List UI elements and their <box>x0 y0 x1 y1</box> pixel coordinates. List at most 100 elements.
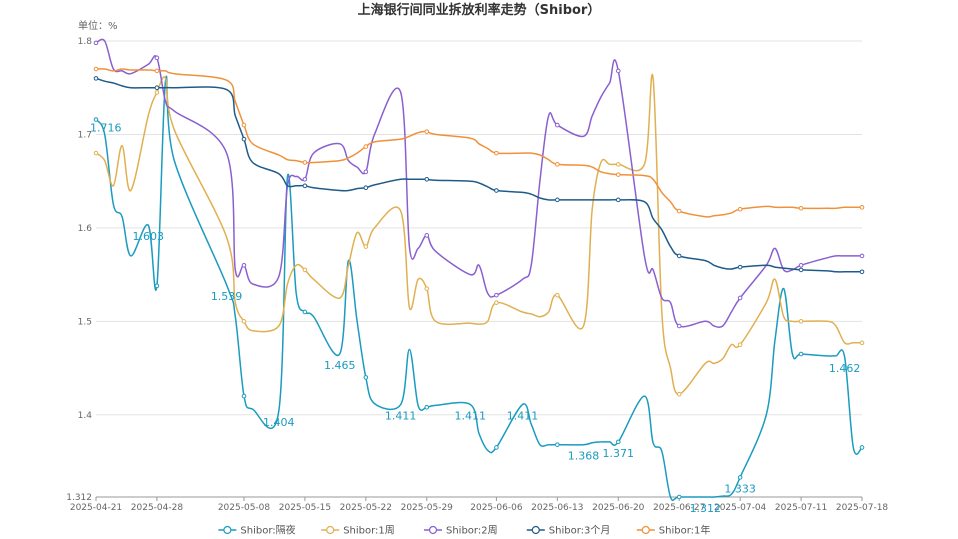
data-point <box>154 68 160 74</box>
data-label: 1.404 <box>263 416 295 429</box>
unit-label: 单位：% <box>78 19 118 32</box>
data-point <box>241 122 247 128</box>
data-point <box>363 244 369 249</box>
data-point <box>555 292 560 298</box>
x-tick-label: 2025-06-27 <box>653 503 705 513</box>
data-point <box>737 206 743 212</box>
data-point <box>798 262 804 268</box>
data-point <box>424 176 430 182</box>
y-tick-label: 1.4 <box>78 411 93 421</box>
data-label: 1.539 <box>211 290 243 303</box>
data-labels: 1.716 1.603 1.539 1.404 1.465 1.411 1.411 1.411… <box>90 121 860 515</box>
legend-swatch-marker <box>428 525 438 535</box>
data-point <box>737 264 743 270</box>
x-tick-label: 2025-07-04 <box>714 503 767 513</box>
data-point <box>302 183 308 189</box>
data-point <box>241 262 247 268</box>
legend-item-2[interactable]: Shibor:2周 <box>424 525 498 537</box>
data-point <box>615 68 621 74</box>
data-point <box>555 162 560 167</box>
data-point <box>859 445 865 450</box>
data-point <box>154 85 160 91</box>
series-line-0 <box>95 75 863 502</box>
legend-label: Shibor:1周 <box>343 525 395 537</box>
data-point <box>424 233 430 238</box>
data-label: 1.411 <box>385 409 417 422</box>
legend-label: Shibor:1年 <box>659 524 711 537</box>
legend-swatch-marker <box>531 525 540 535</box>
data-label: 1.462 <box>829 362 861 375</box>
data-point <box>363 185 369 191</box>
data-point <box>154 55 160 61</box>
data-point <box>302 309 308 315</box>
data-point <box>494 188 499 193</box>
data-point <box>494 445 499 450</box>
data-point <box>241 136 247 142</box>
data-point <box>154 283 160 289</box>
data-point <box>737 342 743 347</box>
data-point <box>555 197 560 203</box>
data-point <box>555 122 560 128</box>
y-tick-label: 1.6 <box>78 224 93 234</box>
data-point <box>859 340 865 346</box>
data-point <box>494 300 499 305</box>
data-point <box>494 150 499 156</box>
data-point <box>241 393 247 399</box>
data-point <box>494 292 499 298</box>
data-label: 1.603 <box>132 230 164 243</box>
legend-item-1[interactable]: Shibor:1周 <box>321 525 395 537</box>
x-tick-label: 2025-07-11 <box>775 503 827 513</box>
grid-lines <box>96 40 862 498</box>
legend-swatch-marker <box>223 525 232 535</box>
legend-item-0[interactable]: Shibor:隔夜 <box>218 524 296 537</box>
data-point <box>615 172 621 177</box>
data-point <box>859 205 865 210</box>
y-tick-label: 1.8 <box>78 37 93 47</box>
data-point <box>859 269 865 275</box>
x-tick-label: 2025-06-20 <box>592 503 645 513</box>
chart-title: 上海银行间同业拆放利率走势（Shibor） <box>358 2 601 18</box>
x-tick-label: 2025-04-28 <box>131 503 184 513</box>
data-point <box>798 205 804 211</box>
data-label: 1.411 <box>507 409 539 422</box>
data-point <box>615 439 621 445</box>
data-point <box>241 319 247 324</box>
data-point <box>798 319 804 324</box>
data-point <box>363 144 369 149</box>
data-point <box>859 253 865 259</box>
legend-item-3[interactable]: Shibor:3个月 <box>526 525 611 537</box>
x-tick-label: 2025-05-29 <box>401 503 454 513</box>
data-point <box>154 90 160 95</box>
x-tick-label: 2025-05-22 <box>340 503 392 513</box>
legend: Shibor:隔夜 Shibor:1周 Shibor:2周 Shibor:3个月 Shi… <box>218 524 710 537</box>
data-point <box>363 375 369 380</box>
y-tick-label: 1.5 <box>78 317 92 327</box>
data-point <box>615 197 621 203</box>
data-point <box>424 404 430 410</box>
x-tick-label: 2025-05-08 <box>218 503 271 513</box>
legend-item-4[interactable]: Shibor:1年 <box>636 524 711 537</box>
legend-label: Shibor:隔夜 <box>240 524 295 537</box>
data-label: 1.368 <box>568 450 600 463</box>
data-point <box>737 475 743 480</box>
data-point <box>93 150 99 156</box>
data-label: 1.312 <box>690 502 722 515</box>
series-line-4 <box>95 68 862 218</box>
data-point <box>676 494 682 500</box>
data-point <box>424 129 430 134</box>
data-point <box>93 76 99 81</box>
data-point <box>555 442 560 447</box>
x-tick-label: 2025-04-21 <box>70 503 122 513</box>
y-tick-label: 1.7 <box>78 130 92 140</box>
data-point <box>363 169 369 175</box>
data-label: 1.333 <box>724 482 756 495</box>
data-point <box>615 162 621 167</box>
data-label: 1.411 <box>455 409 487 422</box>
data-point <box>302 160 308 165</box>
data-point <box>676 253 682 259</box>
data-point <box>93 66 99 72</box>
data-label: 1.716 <box>90 121 122 134</box>
data-point <box>737 295 743 301</box>
